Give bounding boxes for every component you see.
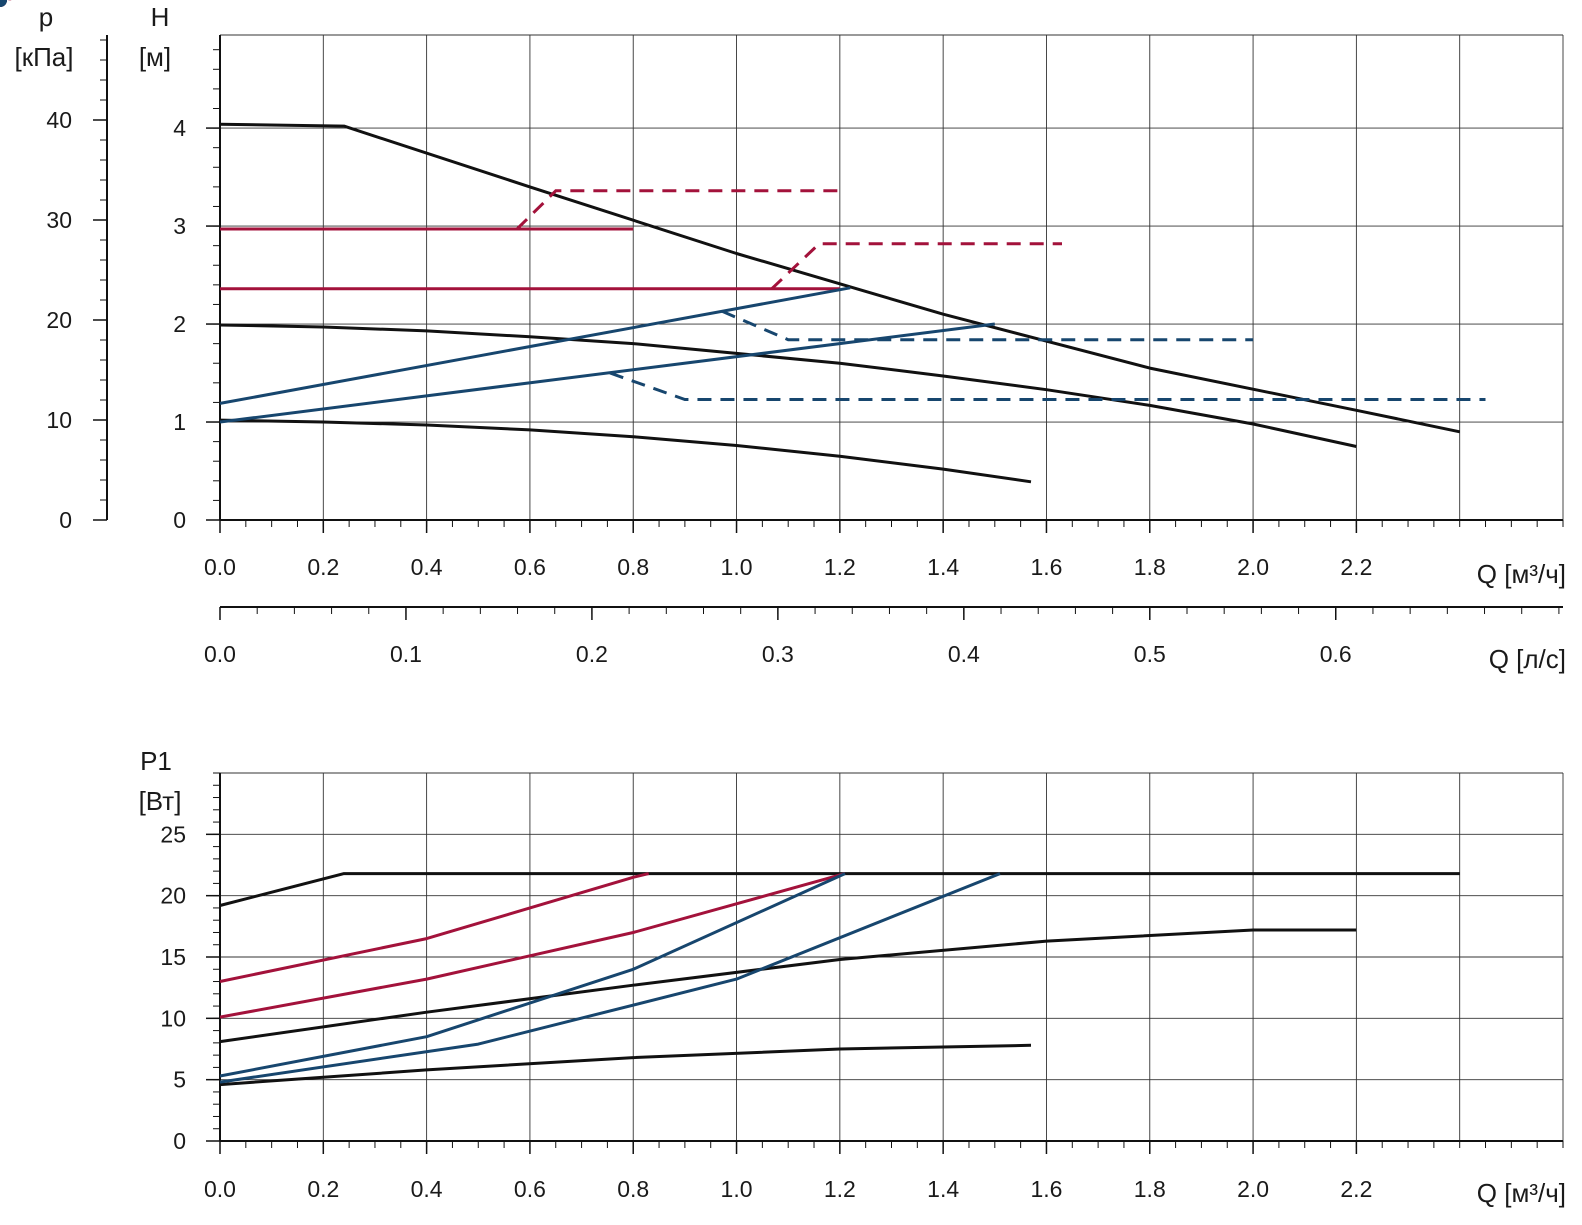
head-ls-x-tick-label-0: 0.0 bbox=[204, 641, 236, 667]
power-series-II bbox=[219, 928, 1357, 1044]
head-chart-grid bbox=[219, 34, 1564, 521]
power-flow-axis-label: Q [м³/ч] bbox=[1477, 1178, 1566, 1208]
power-y-tick-label-0: 0 bbox=[173, 1128, 186, 1154]
power-y-tick-label-3: 15 bbox=[160, 944, 186, 970]
power-y-tick-label-4: 20 bbox=[160, 883, 186, 909]
head-y-tick-label-0: 0 bbox=[173, 507, 186, 533]
head-series-PP2 bbox=[219, 286, 851, 405]
head-y-tick-label-4: 4 bbox=[173, 115, 186, 141]
power-x-tick-label-10: 2.0 bbox=[1237, 1176, 1269, 1202]
head-chart-series: IIIIII bbox=[0, 0, 1461, 484]
head-y-tick-label-2: 2 bbox=[173, 311, 186, 337]
head-ls-x-tick-label-5: 0.5 bbox=[1134, 641, 1166, 667]
flow-axis-label-ls: Q [л/с] bbox=[1489, 644, 1566, 674]
head-series-I bbox=[219, 418, 1032, 484]
callout-label-CP1: CP1 bbox=[0, 0, 51, 6]
power-x-tick-label-11: 2.2 bbox=[1340, 1176, 1372, 1202]
power-curve-chart: 0.0 0.2 0.4 0.6 0.8 1.0 1.2 1.4 1.6 1.8 2.0 2.20510… bbox=[0, 0, 1566, 1208]
head-axis-label-unit: [м] bbox=[139, 42, 171, 72]
power-x-tick-label-6: 1.2 bbox=[824, 1176, 856, 1202]
power-series-PP2 bbox=[219, 872, 846, 1078]
pressure-y-tick-label-3: 30 bbox=[46, 207, 72, 233]
head-x-tick-label-3: 0.6 bbox=[514, 554, 546, 580]
operating-point-PP1 bbox=[0, 0, 7, 7]
power-x-tick-label-5: 1.0 bbox=[721, 1176, 753, 1202]
power-x-tick-label-7: 1.4 bbox=[927, 1176, 959, 1202]
pressure-y-tick-label-1: 10 bbox=[46, 407, 72, 433]
power-curve-label-III: III bbox=[0, 0, 25, 7]
power-x-tick-label-0: 0.0 bbox=[204, 1176, 236, 1202]
head-x-tick-label-4: 0.8 bbox=[617, 554, 649, 580]
pressure-axis-label-symbol: p bbox=[39, 2, 53, 32]
head-x-tick-label-6: 1.2 bbox=[824, 554, 856, 580]
head-series-II bbox=[219, 323, 1357, 448]
power-x-tick-label-4: 0.8 bbox=[617, 1176, 649, 1202]
head-x-tick-label-2: 0.4 bbox=[411, 554, 443, 580]
power-series-CP2 bbox=[219, 872, 650, 983]
callout-leader-PP2 bbox=[721, 309, 1254, 342]
power-series-I bbox=[219, 1043, 1032, 1087]
power-chart-axes: 0.0 0.2 0.4 0.6 0.8 1.0 1.2 1.4 1.6 1.8 2.0 2.2 0 5 10… bbox=[160, 772, 1564, 1202]
callout-label-PP2: PP2 bbox=[0, 0, 49, 6]
flow-axis-label-m3h: Q [м³/ч] bbox=[1477, 559, 1566, 589]
head-axis-label-symbol: H bbox=[151, 2, 170, 32]
head-ls-x-tick-label-2: 0.2 bbox=[576, 641, 608, 667]
head-x-tick-label-7: 1.4 bbox=[927, 554, 959, 580]
power-x-tick-label-9: 1.8 bbox=[1134, 1176, 1166, 1202]
head-x-tick-label-11: 2.2 bbox=[1340, 554, 1372, 580]
head-series-III bbox=[219, 122, 1461, 434]
head-curve-chart: 0.0 0.2 0.4 0.6 0.8 1.0 1.2 1.4 1.6 1.8 2.0 2.2 0 1 2 3… bbox=[0, 0, 1566, 674]
power-chart-grid bbox=[219, 772, 1564, 1142]
pressure-y-tick-label-4: 40 bbox=[46, 107, 72, 133]
callout-leader-CP1 bbox=[770, 242, 1062, 290]
power-x-tick-label-2: 0.4 bbox=[411, 1176, 443, 1202]
head-x-tick-label-5: 1.0 bbox=[721, 554, 753, 580]
power-y-tick-label-5: 25 bbox=[160, 821, 186, 847]
head-ls-x-tick-label-4: 0.4 bbox=[948, 641, 980, 667]
head-x-tick-label-0: 0.0 bbox=[204, 554, 236, 580]
callout-label-PP1: PP1 bbox=[0, 0, 49, 6]
head-y-tick-label-1: 1 bbox=[173, 409, 186, 435]
power-series-III bbox=[219, 872, 1460, 907]
pressure-axis-label-unit: [кПа] bbox=[15, 42, 74, 72]
head-x-tick-label-1: 0.2 bbox=[307, 554, 339, 580]
pressure-y-tick-label-0: 0 bbox=[59, 507, 72, 533]
head-ls-x-tick-label-3: 0.3 bbox=[762, 641, 794, 667]
head-ls-x-tick-label-6: 0.6 bbox=[1320, 641, 1352, 667]
power-x-tick-label-1: 0.2 bbox=[307, 1176, 339, 1202]
head-y-tick-label-3: 3 bbox=[173, 213, 186, 239]
power-curve-label-II: II bbox=[0, 0, 17, 7]
power-y-tick-label-2: 10 bbox=[160, 1005, 186, 1031]
callout-label-CP2: CP2 bbox=[0, 0, 51, 6]
head-x-tick-label-9: 1.8 bbox=[1134, 554, 1166, 580]
power-axis-label-symbol: P1 bbox=[140, 746, 172, 776]
power-y-tick-label-1: 5 bbox=[173, 1067, 186, 1093]
pressure-y-tick-label-2: 20 bbox=[46, 307, 72, 333]
callout-leader-PP1 bbox=[609, 371, 1486, 401]
power-series-CP1 bbox=[219, 872, 846, 1019]
head-curve-label-III: III bbox=[0, 0, 25, 7]
power-x-tick-label-8: 1.6 bbox=[1030, 1176, 1062, 1202]
power-series-PP1 bbox=[219, 872, 1001, 1084]
head-x-tick-label-8: 1.6 bbox=[1030, 554, 1062, 580]
power-chart-series: IIIIII bbox=[0, 0, 1460, 1087]
head-x-tick-label-10: 2.0 bbox=[1237, 554, 1269, 580]
head-chart-callouts: CP2CP1PP2PP1 bbox=[0, 0, 1486, 401]
head-curve-label-II: II bbox=[0, 0, 17, 7]
head-chart-axes: 0.0 0.2 0.4 0.6 0.8 1.0 1.2 1.4 1.6 1.8 2.0 2.2 0 1 2 3… bbox=[46, 35, 1564, 667]
power-curve-label-I: I bbox=[0, 0, 8, 7]
head-ls-x-tick-label-1: 0.1 bbox=[390, 641, 422, 667]
callout-leader-CP2 bbox=[515, 189, 840, 231]
power-axis-label-unit: [Вт] bbox=[139, 786, 182, 816]
power-x-tick-label-3: 0.6 bbox=[514, 1176, 546, 1202]
